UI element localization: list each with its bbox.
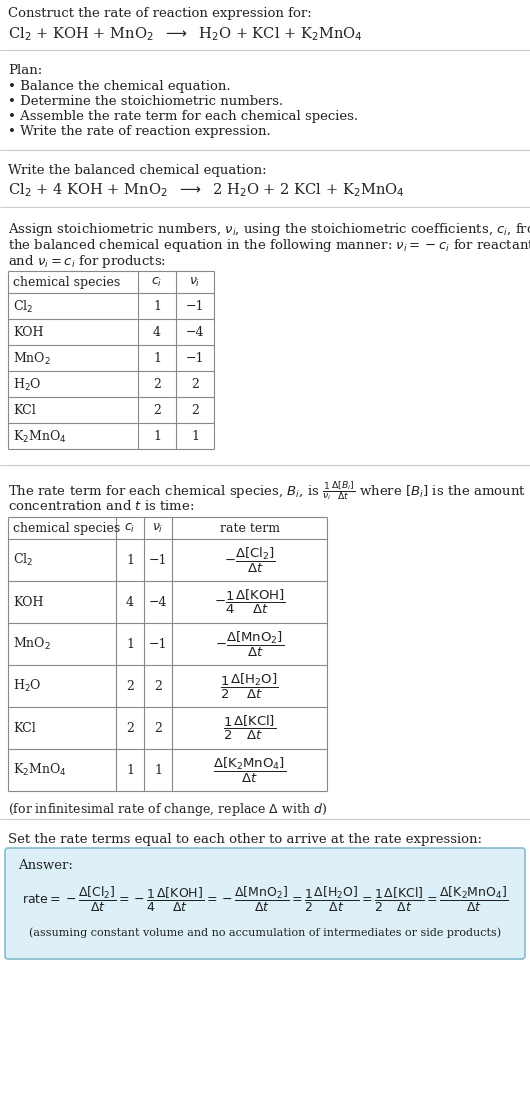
Text: 1: 1 [154,764,162,776]
Text: chemical species: chemical species [13,276,120,289]
Text: 1: 1 [153,353,161,366]
Text: 2: 2 [154,722,162,735]
Text: KCl: KCl [13,722,36,735]
Text: $\dfrac{1}{2}\dfrac{\Delta[\mathrm{H_2O}]}{\Delta t}$: $\dfrac{1}{2}\dfrac{\Delta[\mathrm{H_2O}… [220,672,279,701]
Text: $\nu_i$: $\nu_i$ [152,522,164,535]
Text: −1: −1 [186,353,204,366]
Text: 2: 2 [126,722,134,735]
Text: 2: 2 [153,405,161,417]
Text: 1: 1 [126,637,134,651]
Text: −4: −4 [186,327,204,339]
Text: Answer:: Answer: [18,858,73,872]
Text: Assign stoichiometric numbers, $\nu_i$, using the stoichiometric coefficients, $: Assign stoichiometric numbers, $\nu_i$, … [8,221,530,238]
FancyBboxPatch shape [5,848,525,959]
Text: 2: 2 [126,679,134,693]
Text: KOH: KOH [13,327,43,339]
Text: (assuming constant volume and no accumulation of intermediates or side products): (assuming constant volume and no accumul… [29,927,501,937]
Text: 2: 2 [191,378,199,391]
Text: 4: 4 [153,327,161,339]
Text: MnO$_2$: MnO$_2$ [13,636,51,652]
Text: H$_2$O: H$_2$O [13,377,41,393]
Text: $\dfrac{1}{2}\dfrac{\Delta[\mathrm{KCl}]}{\Delta t}$: $\dfrac{1}{2}\dfrac{\Delta[\mathrm{KCl}]… [223,714,276,742]
Text: concentration and $t$ is time:: concentration and $t$ is time: [8,499,195,513]
Text: $-\dfrac{1}{4}\dfrac{\Delta[\mathrm{KOH}]}{\Delta t}$: $-\dfrac{1}{4}\dfrac{\Delta[\mathrm{KOH}… [214,588,285,616]
Text: Plan:: Plan: [8,64,42,77]
Text: (for infinitesimal rate of change, replace $\Delta$ with $d$): (for infinitesimal rate of change, repla… [8,801,327,818]
Text: Set the rate terms equal to each other to arrive at the rate expression:: Set the rate terms equal to each other t… [8,833,482,846]
Text: and $\nu_i = c_i$ for products:: and $\nu_i = c_i$ for products: [8,254,166,270]
Text: 2: 2 [154,679,162,693]
Text: rate term: rate term [219,522,279,535]
Text: K$_2$MnO$_4$: K$_2$MnO$_4$ [13,762,67,778]
Text: 1: 1 [126,554,134,566]
Text: The rate term for each chemical species, $B_i$, is $\frac{1}{\nu_i}\frac{\Delta[: The rate term for each chemical species,… [8,479,526,502]
Text: KCl: KCl [13,405,36,417]
Text: H$_2$O: H$_2$O [13,678,41,694]
Text: MnO$_2$: MnO$_2$ [13,351,51,367]
Text: chemical species: chemical species [13,522,120,535]
Text: • Determine the stoichiometric numbers.: • Determine the stoichiometric numbers. [8,95,283,108]
Text: $-\dfrac{\Delta[\mathrm{Cl_2}]}{\Delta t}$: $-\dfrac{\Delta[\mathrm{Cl_2}]}{\Delta t… [224,545,276,575]
Text: • Balance the chemical equation.: • Balance the chemical equation. [8,80,231,93]
Text: 1: 1 [191,430,199,444]
Text: −1: −1 [149,637,167,651]
Text: $\dfrac{\Delta[\mathrm{K_2MnO_4}]}{\Delta t}$: $\dfrac{\Delta[\mathrm{K_2MnO_4}]}{\Delt… [213,755,286,785]
Text: 1: 1 [153,300,161,314]
Text: $c_i$: $c_i$ [152,276,163,289]
Text: 4: 4 [126,596,134,608]
Text: Write the balanced chemical equation:: Write the balanced chemical equation: [8,163,267,177]
Text: $\mathrm{rate} = -\dfrac{\Delta[\mathrm{Cl_2}]}{\Delta t} = -\dfrac{1}{4}\dfrac{: $\mathrm{rate} = -\dfrac{\Delta[\mathrm{… [22,884,508,913]
Text: • Write the rate of reaction expression.: • Write the rate of reaction expression. [8,125,271,138]
Text: 2: 2 [191,405,199,417]
Text: Construct the rate of reaction expression for:: Construct the rate of reaction expressio… [8,7,312,20]
Text: $-\dfrac{\Delta[\mathrm{MnO_2}]}{\Delta t}$: $-\dfrac{\Delta[\mathrm{MnO_2}]}{\Delta … [215,629,284,658]
Text: K$_2$MnO$_4$: K$_2$MnO$_4$ [13,429,67,445]
Text: −1: −1 [149,554,167,566]
Text: Cl$_2$: Cl$_2$ [13,299,33,315]
Text: KOH: KOH [13,596,43,608]
Text: 2: 2 [153,378,161,391]
Text: Cl$_2$ + 4 KOH + MnO$_2$  $\longrightarrow$  2 H$_2$O + 2 KCl + K$_2$MnO$_4$: Cl$_2$ + 4 KOH + MnO$_2$ $\longrightarro… [8,181,404,199]
Text: Cl$_2$: Cl$_2$ [13,552,33,568]
Text: 1: 1 [126,764,134,776]
Text: the balanced chemical equation in the following manner: $\nu_i = -c_i$ for react: the balanced chemical equation in the fo… [8,237,530,254]
Text: $\nu_i$: $\nu_i$ [189,276,201,289]
Text: $c_i$: $c_i$ [125,522,136,535]
Text: • Assemble the rate term for each chemical species.: • Assemble the rate term for each chemic… [8,110,358,123]
Text: 1: 1 [153,430,161,444]
Text: −1: −1 [186,300,204,314]
Text: Cl$_2$ + KOH + MnO$_2$  $\longrightarrow$  H$_2$O + KCl + K$_2$MnO$_4$: Cl$_2$ + KOH + MnO$_2$ $\longrightarrow$… [8,24,363,42]
Text: −4: −4 [149,596,167,608]
